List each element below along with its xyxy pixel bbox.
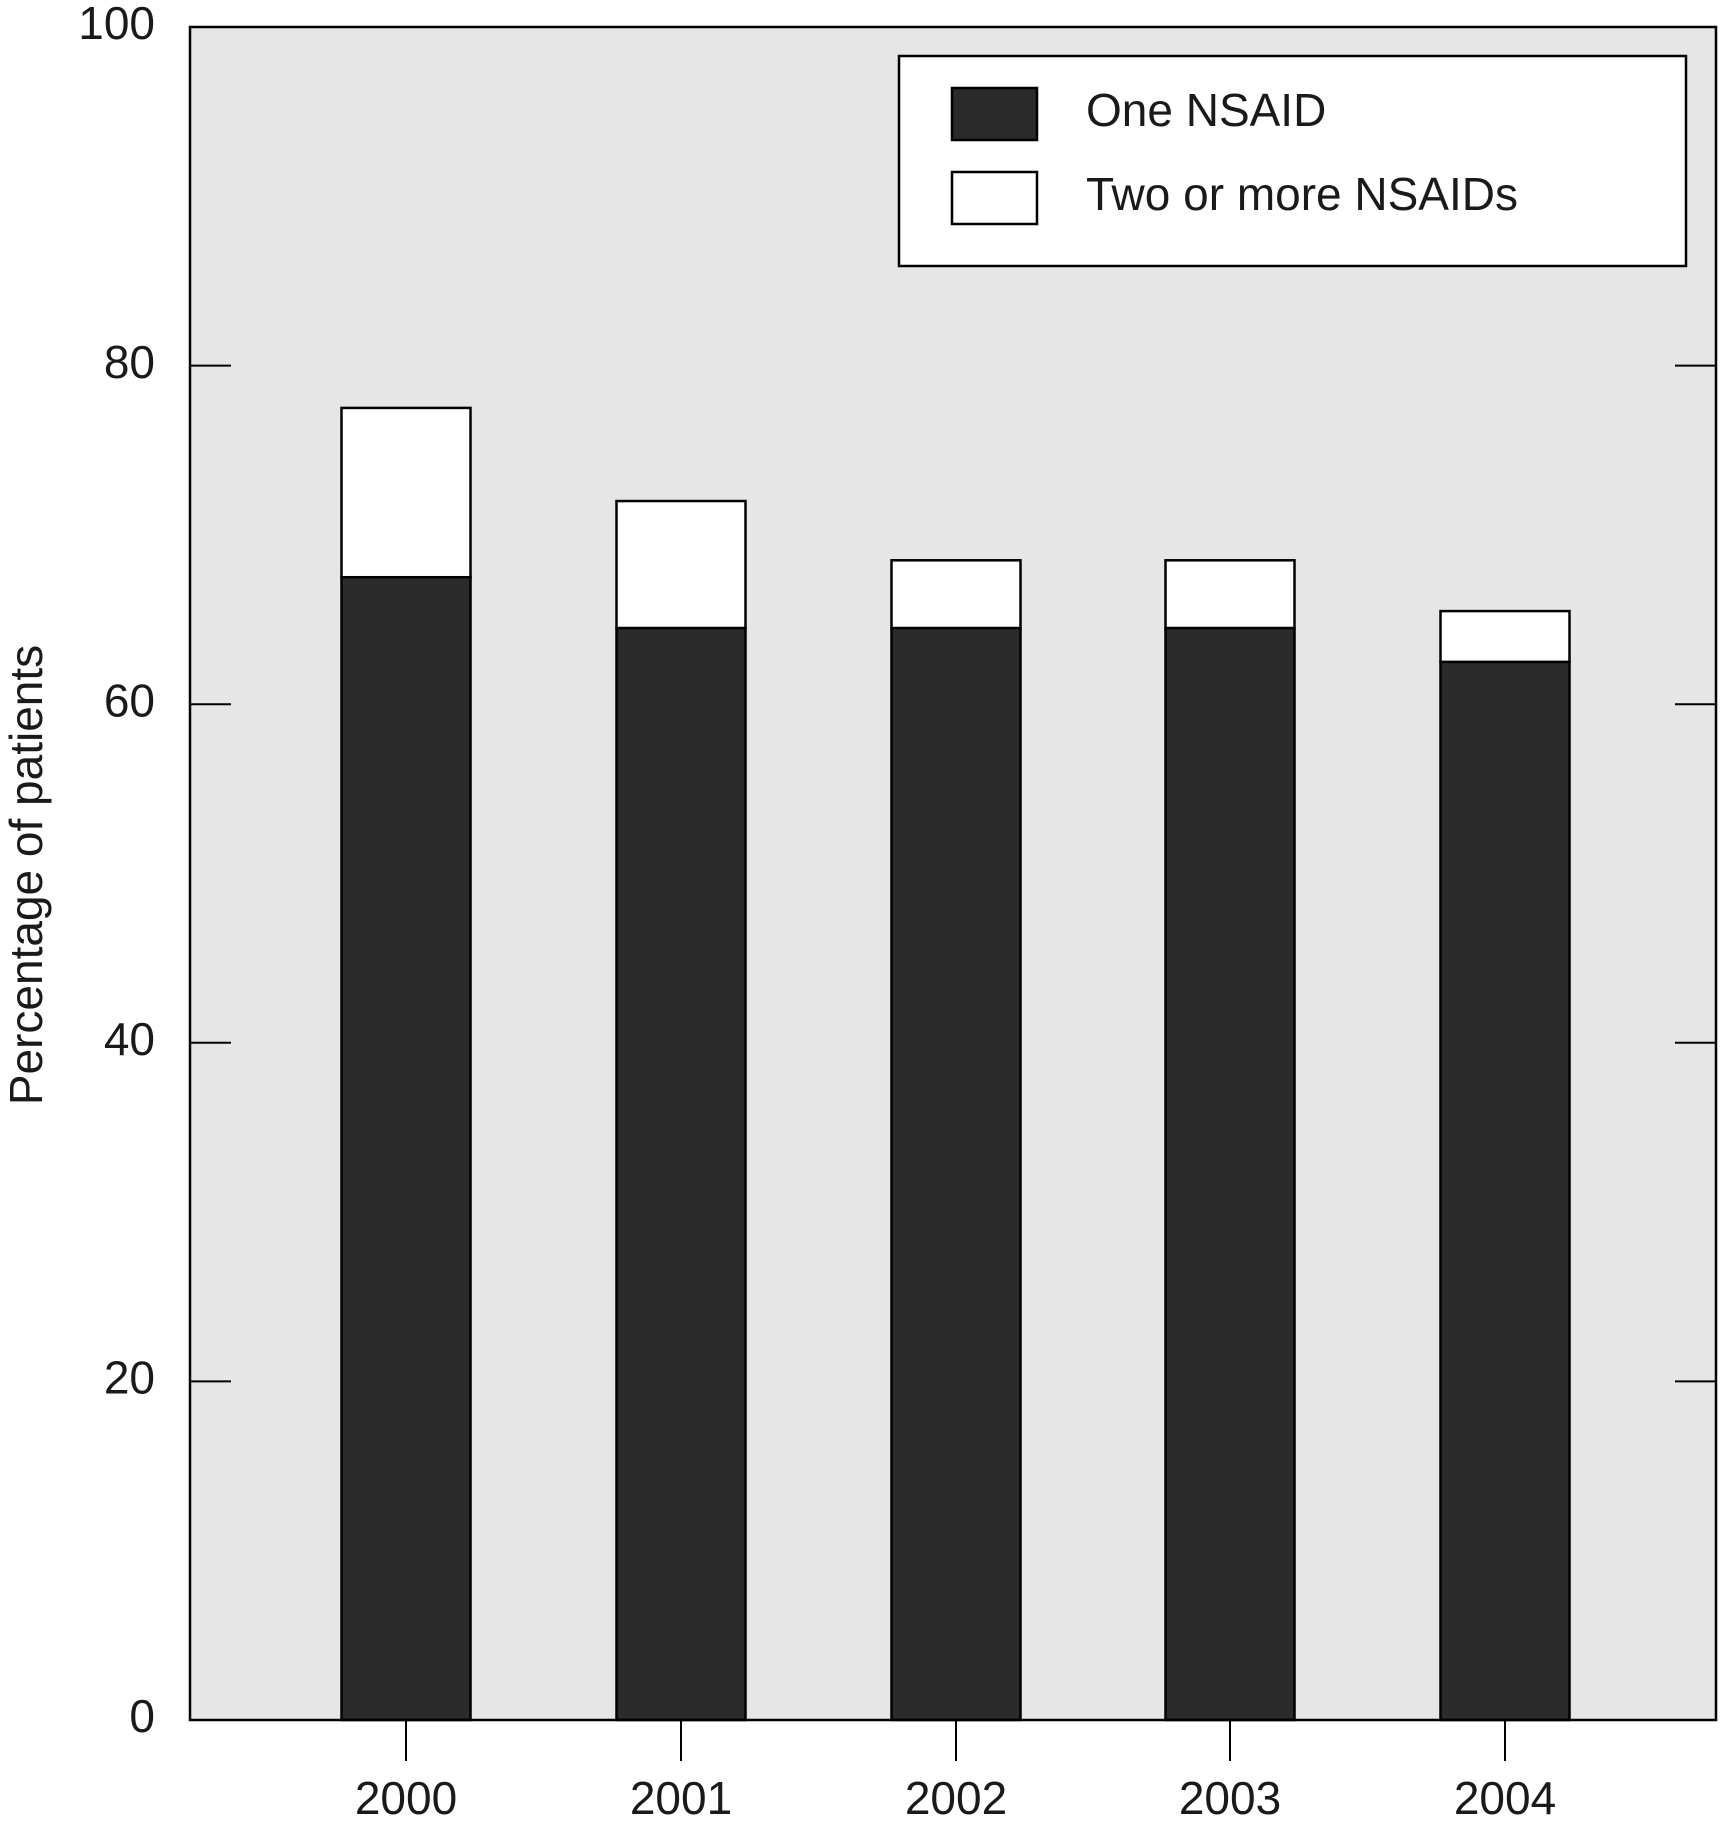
bar-segment	[1164, 626, 1296, 1722]
bar-segment	[890, 559, 1022, 630]
legend-label: Two or more NSAIDs	[1086, 168, 1518, 220]
bar-segment	[1164, 559, 1296, 630]
bar-segment	[340, 575, 472, 1722]
x-tick-label: 2004	[1454, 1772, 1556, 1824]
plot-frame	[188, 25, 1718, 1722]
x-tick-label: 2003	[1179, 1772, 1281, 1824]
legend-swatch	[950, 170, 1039, 226]
bar-segment	[615, 499, 747, 630]
bar-segment	[615, 626, 747, 1722]
x-tick-label: 2000	[355, 1772, 457, 1824]
y-tick-label: 100	[78, 0, 155, 49]
bar-segment	[890, 626, 1022, 1722]
y-tick-label: 40	[104, 1013, 155, 1065]
legend-label: One NSAID	[1086, 84, 1326, 136]
y-axis-label: Percentage of patients	[0, 645, 52, 1105]
y-tick-label: 60	[104, 674, 155, 726]
y-tick-label: 80	[104, 336, 155, 388]
legend-swatch	[950, 86, 1039, 142]
x-tick-label: 2001	[630, 1772, 732, 1824]
bar-segment	[1439, 660, 1571, 1722]
y-tick-label: 20	[104, 1352, 155, 1404]
x-tick-label: 2002	[905, 1772, 1007, 1824]
bar-segment	[340, 406, 472, 579]
y-tick-label: 0	[129, 1690, 155, 1742]
bar-segment	[1439, 609, 1571, 664]
